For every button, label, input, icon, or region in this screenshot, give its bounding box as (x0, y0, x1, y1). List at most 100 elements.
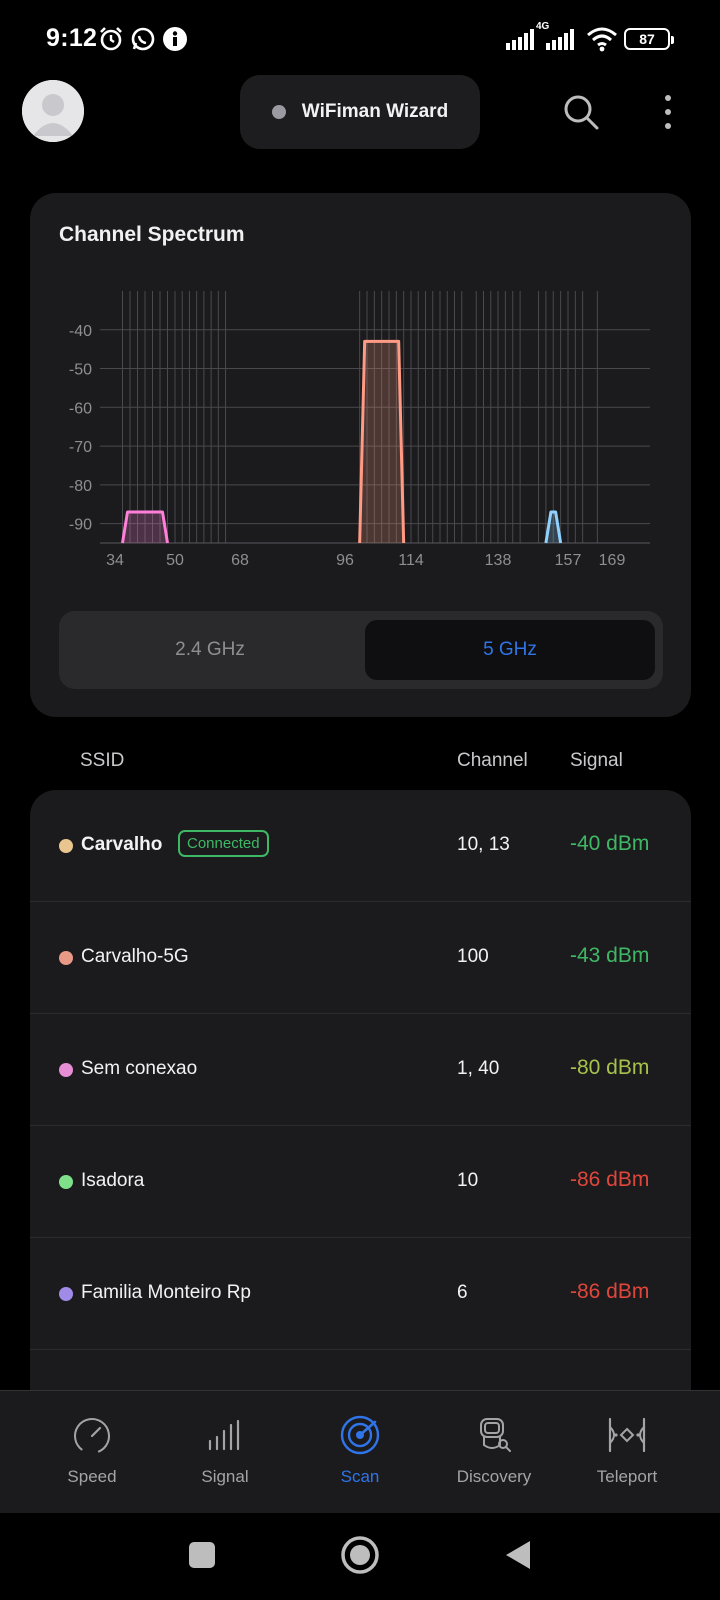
column-header-ssid[interactable]: SSID (80, 750, 125, 771)
search-button[interactable] (560, 91, 602, 133)
spectrum-band-fill (359, 341, 404, 543)
y-tick-label: -50 (69, 362, 92, 379)
network-channel: 10 (457, 1170, 479, 1191)
spectrum-band-outline (121, 510, 169, 544)
network-ssid: Carvalho (81, 834, 163, 855)
more-dot-icon (665, 109, 671, 115)
x-tick-label: 96 (336, 552, 354, 569)
nav-scan[interactable]: Scan (293, 1391, 427, 1514)
network-signal: -80 dBm (570, 1056, 650, 1079)
bottom-navigation: Speed Signal Scan (0, 1390, 720, 1513)
x-tick-label: 169 (599, 552, 626, 569)
more-options-button[interactable] (650, 91, 686, 133)
nav-teleport[interactable]: Teleport (560, 1391, 694, 1514)
signal-strength-icon (546, 29, 574, 50)
spectrum-band-fill (545, 511, 561, 543)
x-tick-label: 138 (485, 552, 512, 569)
info-icon (163, 27, 187, 51)
x-tick-label: 114 (398, 552, 424, 569)
signal-strength-4g: 4G (536, 21, 580, 51)
more-dot-icon (665, 123, 671, 129)
network-color-dot (59, 1175, 73, 1189)
channel-spectrum-chart: -40 -50 -60 -70 -80 -90 34 50 68 96 114 138 157 169 (69, 291, 650, 569)
network-row[interactable]: Familia Monteiro Rp 6 -86 dBm (30, 1238, 691, 1350)
nav-label: Signal (201, 1467, 249, 1486)
network-row[interactable]: Sem conexao 1, 40 -80 dBm (30, 1014, 691, 1126)
back-button[interactable] (496, 1533, 540, 1577)
band-option-2-4ghz[interactable]: 2.4 GHz (175, 639, 245, 660)
spectrum-band-outline (358, 339, 406, 544)
card-title: Channel Spectrum (59, 223, 245, 246)
signal-bars-icon (203, 1413, 247, 1457)
network-channel: 10, 13 (457, 834, 510, 855)
nav-speed[interactable]: Speed (25, 1391, 159, 1514)
square-icon (189, 1542, 215, 1568)
status-notification-icons (98, 24, 188, 54)
speedometer-icon (70, 1413, 114, 1457)
network-ssid: Sem conexao (81, 1058, 198, 1079)
avatar[interactable] (22, 80, 84, 142)
x-tick-label: 34 (106, 552, 124, 569)
battery-indicator: 87 (624, 28, 674, 50)
network-ssid: Carvalho-5G (81, 946, 189, 967)
spectrum-band-fill (122, 511, 168, 543)
nav-label: Discovery (456, 1467, 532, 1486)
channel-spectrum-card: Channel Spectrum -40 -50 -60 -70 -80 -90 34 50 6… (30, 193, 691, 717)
system-navigation-bar (0, 1513, 720, 1600)
status-bar: 9:12 4G (0, 0, 720, 78)
nav-label: Scan (340, 1467, 380, 1486)
app-title-pill[interactable]: WiFiman Wizard (240, 75, 480, 149)
network-row[interactable]: Carvalho Connected 10, 13 -40 dBm (30, 790, 691, 902)
status-time: 9:12 (46, 24, 98, 52)
signal-strength-icon (506, 29, 534, 50)
network-row[interactable]: Isadora 10 -86 dBm (30, 1126, 691, 1238)
nav-signal[interactable]: Signal (158, 1391, 292, 1514)
wifi-icon (587, 27, 617, 52)
device-search-icon (472, 1413, 516, 1457)
network-color-dot (59, 839, 73, 853)
network-table-header: SSID Channel Signal (0, 742, 720, 782)
status-system-icons: 4G 87 (506, 21, 674, 56)
user-avatar-icon (22, 80, 84, 142)
y-tick-label: -40 (69, 323, 92, 340)
network-list: Carvalho Connected 10, 13 -40 dBm Carval… (30, 790, 691, 1410)
recent-apps-button[interactable] (180, 1533, 224, 1577)
network-color-dot (59, 1063, 73, 1077)
nav-label: Teleport (596, 1467, 658, 1486)
y-tick-label: -70 (69, 439, 92, 456)
network-signal: -86 dBm (570, 1168, 650, 1191)
x-tick-label: 157 (555, 552, 582, 569)
x-tick-label: 68 (231, 552, 249, 569)
connected-badge: Connected (178, 830, 269, 857)
more-dot-icon (665, 95, 671, 101)
network-channel: 1, 40 (457, 1058, 500, 1079)
network-type-label: 4G (536, 21, 550, 32)
x-tick-label: 50 (166, 552, 184, 569)
y-tick-label: -80 (69, 478, 92, 495)
band-toggle: 2.4 GHz 5 GHz (59, 611, 663, 689)
network-ssid: Familia Monteiro Rp (81, 1282, 251, 1303)
network-signal: -86 dBm (570, 1280, 650, 1303)
search-icon (564, 95, 599, 130)
network-channel: 6 (457, 1282, 468, 1303)
network-channel: 100 (457, 946, 489, 967)
network-color-dot (59, 951, 73, 965)
home-circle-icon (341, 1536, 379, 1574)
band-option-5ghz[interactable]: 5 GHz (365, 620, 655, 680)
status-dot-icon (271, 105, 286, 119)
network-color-dot (59, 1287, 73, 1301)
spectrum-band-outline (544, 510, 563, 544)
nav-label: Speed (67, 1467, 117, 1486)
network-ssid: Isadora (81, 1170, 145, 1191)
nav-discovery[interactable]: Discovery (427, 1391, 561, 1514)
alarm-icon (100, 27, 122, 51)
network-signal: -43 dBm (570, 944, 650, 967)
home-button[interactable] (338, 1533, 382, 1577)
column-header-channel[interactable]: Channel (457, 750, 528, 771)
y-tick-label: -60 (69, 400, 92, 417)
column-header-signal[interactable]: Signal (570, 750, 623, 771)
network-row[interactable]: Carvalho-5G 100 -43 dBm (30, 902, 691, 1014)
app-title: WiFiman Wizard (301, 101, 449, 122)
y-tick-label: -90 (69, 517, 92, 534)
back-triangle-icon (506, 1541, 530, 1569)
